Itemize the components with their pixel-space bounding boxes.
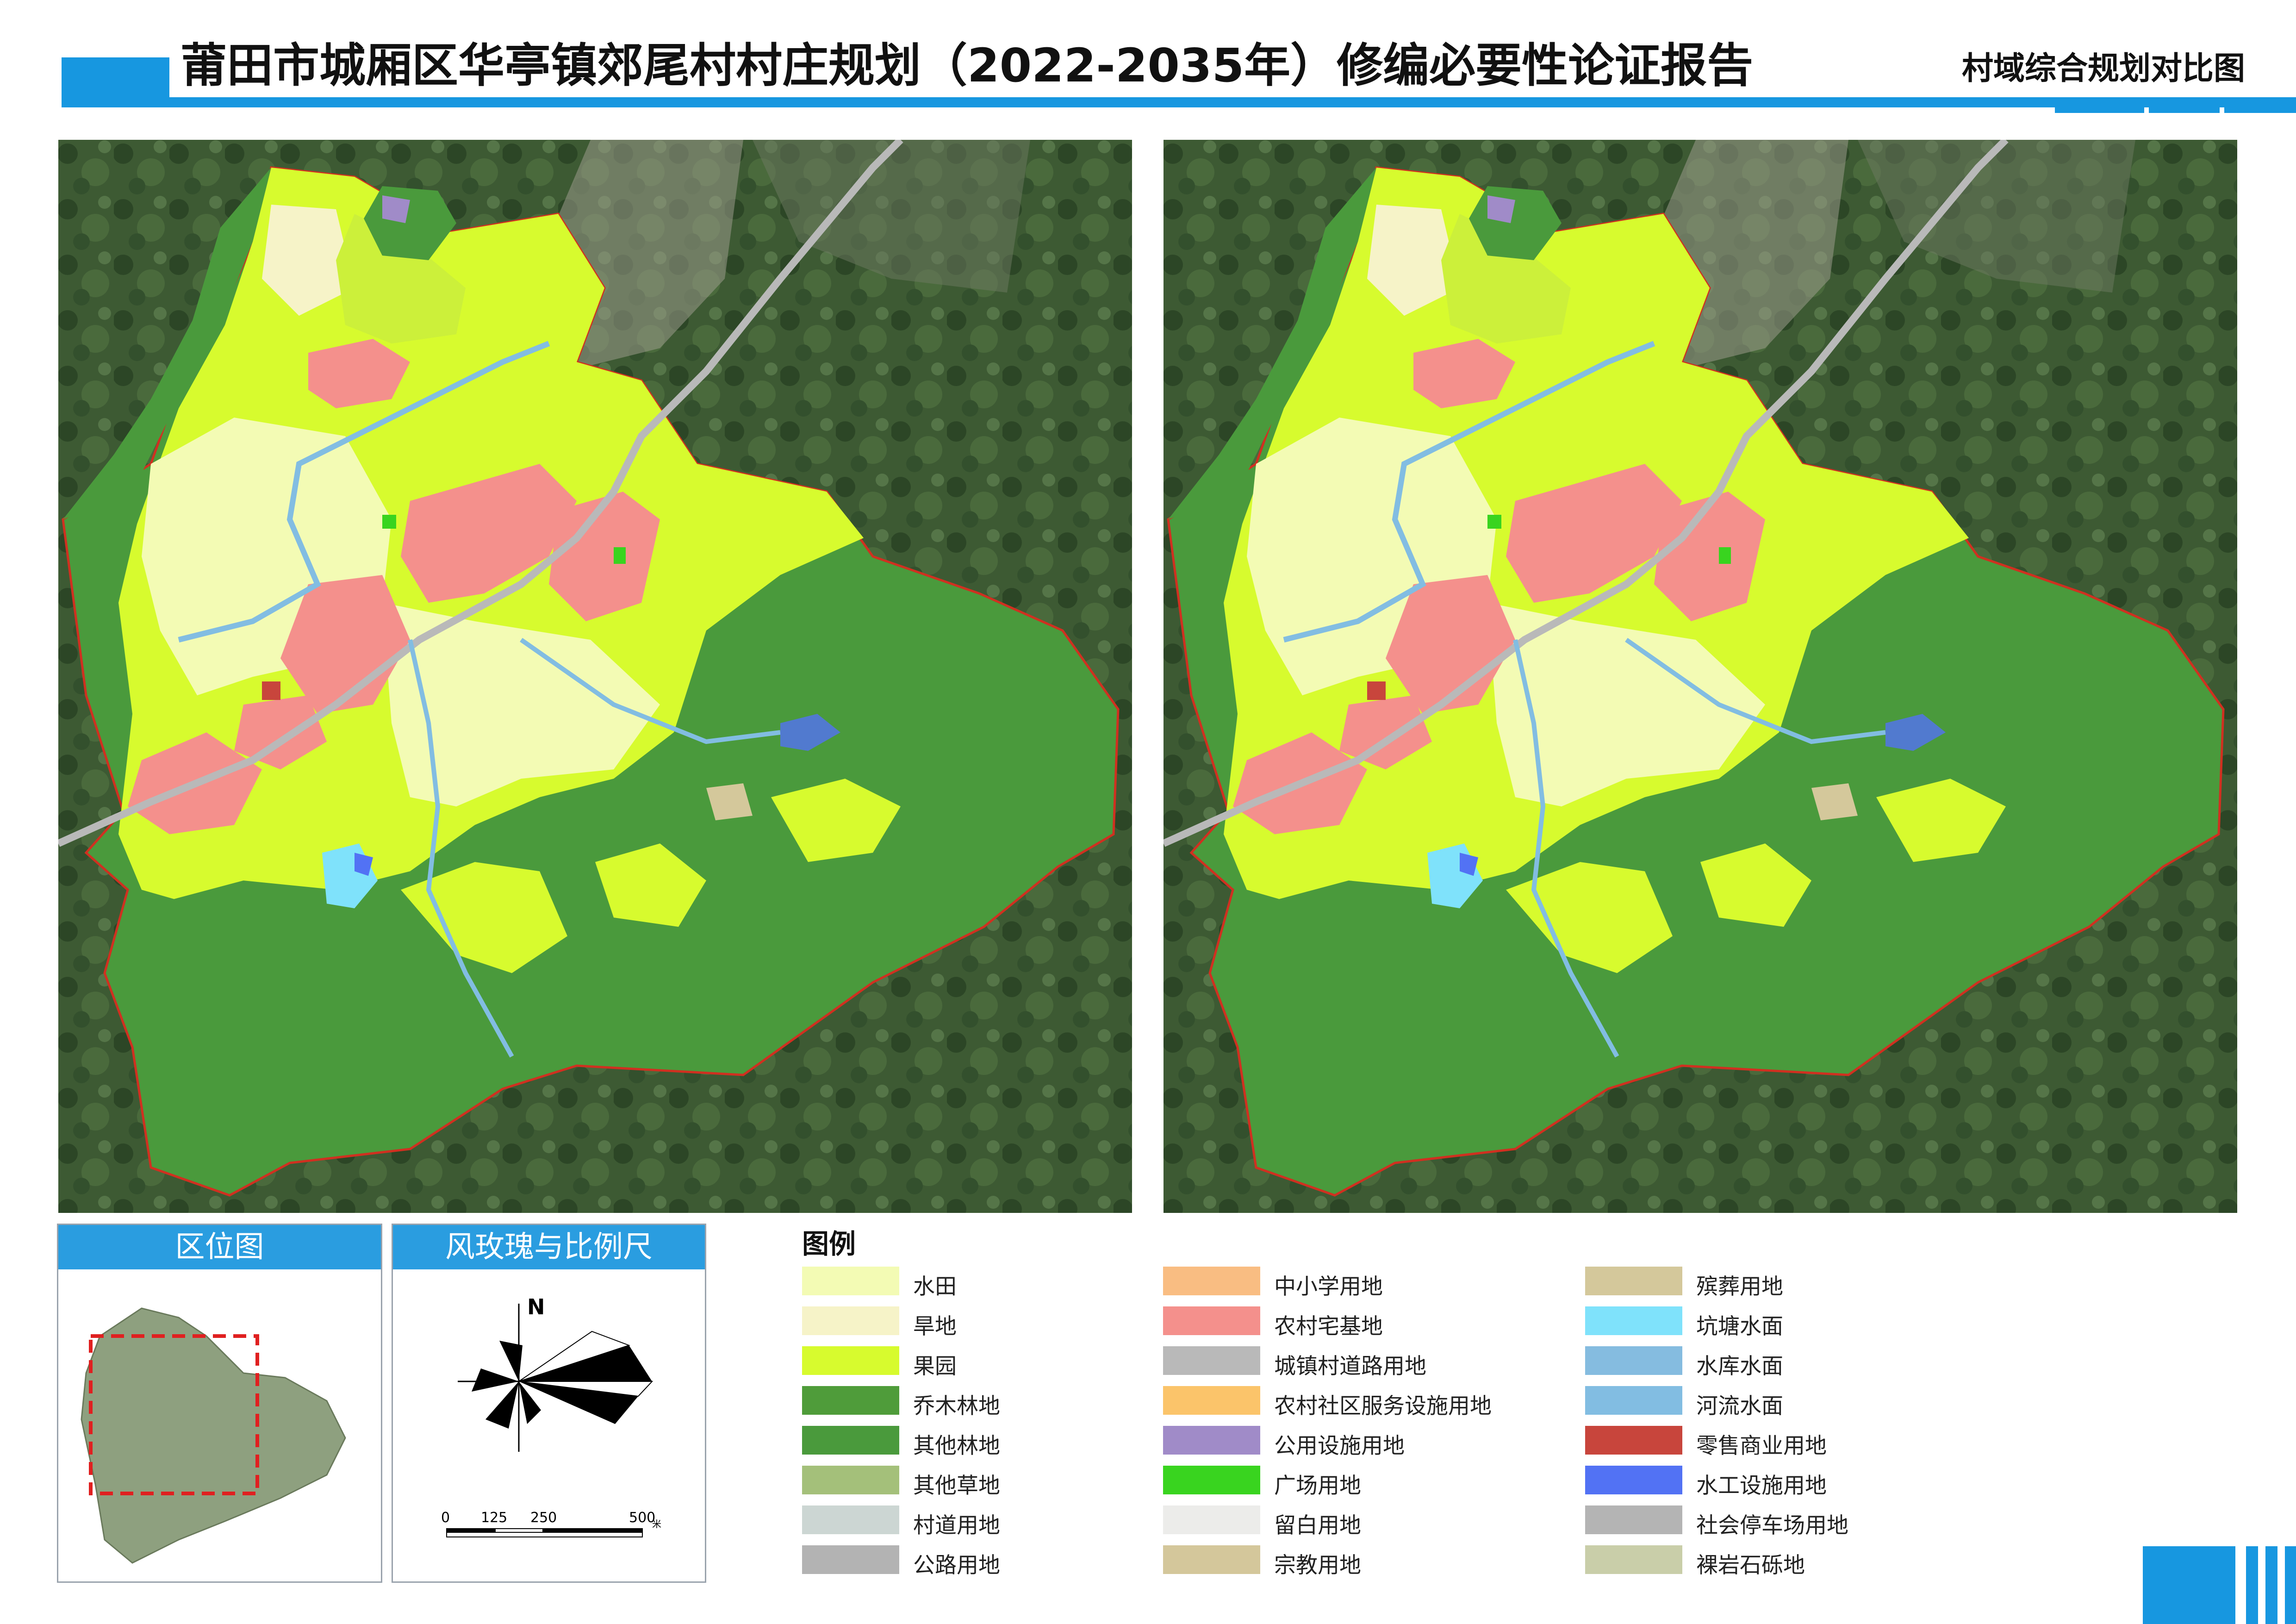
legend-label: 果园 [913,1354,957,1379]
legend-label: 水库水面 [1696,1354,1783,1379]
scale-tick-0: 0 [441,1510,450,1526]
legend-swatch [1585,1545,1682,1574]
legend-title: 图例 [802,1228,856,1260]
legend-label: 其他草地 [913,1473,1000,1499]
legend-swatch [1163,1346,1260,1375]
header-accent-block-right-2 [2149,97,2220,113]
legend-swatch [1163,1426,1260,1455]
map-panel-proposed [1164,140,2237,1213]
wind-rose-icon [458,1304,653,1452]
legend-swatch [1163,1267,1260,1295]
legend-label: 水田 [913,1274,957,1299]
header-accent-block-right-3 [2224,97,2296,113]
legend-label: 旱地 [913,1314,957,1339]
location-inset-map [81,1307,346,1564]
scale-tick-250: 250 [530,1510,557,1526]
header-accent-bar [62,97,2295,107]
legend-swatch [1163,1545,1260,1574]
north-label: N [527,1294,545,1319]
header-accent-block-right-1 [2055,97,2144,113]
footer-accent-block [2143,1546,2235,1624]
legend-swatch [802,1545,899,1574]
legend-swatch [1585,1426,1682,1455]
legend-label: 中小学用地 [1274,1274,1383,1299]
legend-swatch [802,1426,899,1455]
land-use-map-current [58,140,1132,1213]
legend-label: 水工设施用地 [1696,1473,1827,1499]
legend-label: 社会停车场用地 [1696,1513,1848,1538]
legend-swatch [1163,1306,1260,1335]
legend-label: 宗教用地 [1274,1553,1361,1578]
legend-swatch [802,1466,899,1494]
legend-swatch [1585,1346,1682,1375]
legend-label: 零售商业用地 [1696,1433,1827,1459]
scale-tick-500: 500 [629,1510,656,1526]
page-title: 莆田市城厢区华亭镇郊尾村村庄规划（2022-2035年）修编必要性论证报告 [180,38,1754,93]
scale-tick-125: 125 [481,1510,508,1526]
legend-swatch [802,1505,899,1534]
footer-accent-stripe-1 [2246,1546,2258,1624]
land-use-map-proposed [1164,140,2237,1213]
legend-swatch [802,1306,899,1335]
legend-label: 裸岩石砾地 [1696,1553,1805,1578]
legend-label: 坑塘水面 [1696,1314,1783,1339]
legend-swatch [802,1386,899,1415]
legend-label: 留白用地 [1274,1513,1361,1538]
legend-swatch [1585,1306,1682,1335]
footer-accent-stripe-2 [2265,1546,2277,1624]
compass-panel-title: 风玫瑰与比例尺 [393,1225,705,1269]
legend-label: 河流水面 [1696,1393,1783,1419]
legend-label: 殡葬用地 [1696,1274,1783,1299]
scale-bar [446,1528,645,1537]
location-panel: 区位图 [57,1224,382,1583]
legend-label: 其他林地 [913,1433,1000,1459]
legend-label: 广场用地 [1274,1473,1361,1499]
legend-label: 公用设施用地 [1274,1433,1405,1459]
legend-label: 乔木林地 [913,1393,1000,1419]
location-highlight-box [89,1334,259,1495]
scale-unit: 米 [652,1518,661,1530]
legend-swatch [1163,1386,1260,1415]
legend-swatch [1585,1386,1682,1415]
legend-label: 公路用地 [913,1553,1000,1578]
legend-label: 城镇村道路用地 [1274,1354,1426,1379]
legend-label: 农村社区服务设施用地 [1274,1393,1492,1419]
legend-swatch [802,1267,899,1295]
legend-swatch [1163,1466,1260,1494]
legend-swatch [1585,1505,1682,1534]
legend-label: 农村宅基地 [1274,1314,1383,1339]
footer-accent-stripe-3 [2285,1546,2296,1624]
map-panel-current [58,140,1132,1213]
legend-swatch [802,1346,899,1375]
page-subtitle: 村域综合规划对比图 [1961,50,2245,87]
compass-panel: 风玫瑰与比例尺 N 0 125 250 500 米 [392,1224,706,1583]
legend-swatch [1585,1466,1682,1494]
legend-swatch [1585,1267,1682,1295]
location-panel-title: 区位图 [58,1225,381,1269]
legend-swatch [1163,1505,1260,1534]
legend-label: 村道用地 [913,1513,1000,1538]
